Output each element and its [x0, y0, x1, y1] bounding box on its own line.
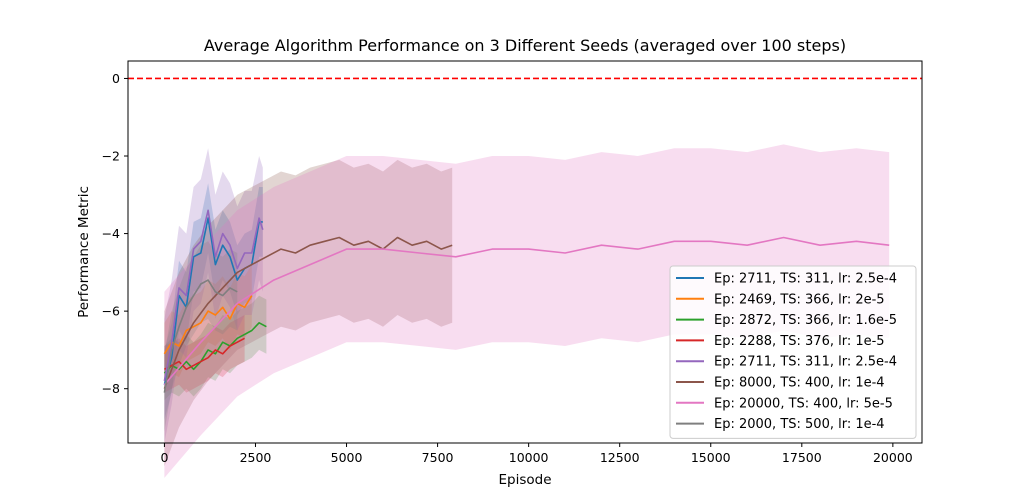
- x-tick-label: 5000: [331, 450, 363, 465]
- series-band-5: [164, 148, 263, 444]
- series-band-4: [164, 315, 245, 393]
- legend-label-3: Ep: 2872, TS: 366, lr: 1.6e-5: [714, 313, 897, 328]
- legend-label-6: Ep: 8000, TS: 400, lr: 1e-4: [714, 376, 885, 391]
- confidence-bands: [164, 144, 890, 478]
- series-line-6: [163, 236, 453, 389]
- legend-label-8: Ep: 2000, TS: 500, lr: 1e-4: [714, 417, 885, 432]
- x-tick-label: 15000: [691, 450, 731, 465]
- y-tick-label: −6: [102, 304, 120, 319]
- legend-label-2: Ep: 2469, TS: 366, lr: 2e-5: [714, 292, 885, 307]
- series-band-1: [164, 183, 263, 420]
- y-axis-label: Performance Metric: [76, 186, 92, 318]
- plot-frame: [127, 60, 923, 444]
- x-tick-label: 2500: [240, 450, 272, 465]
- series-line-8: [163, 279, 238, 393]
- series-band-3: [164, 295, 267, 401]
- series-band-2: [164, 264, 252, 385]
- x-axis-ticks: 0 2500 5000 7500 10000 12500 15000 17500 20000: [160, 443, 913, 465]
- legend: Ep: 2711, TS: 311, lr: 2.5e-4 Ep: 2469, T…: [669, 265, 917, 439]
- y-tick-label: −2: [102, 149, 120, 164]
- y-tick-label: 0: [112, 71, 120, 86]
- series-band-7: [164, 144, 890, 478]
- y-axis-ticks: 0 −2 −4 −6 −8: [102, 71, 128, 396]
- y-tick-label: −8: [102, 381, 120, 396]
- x-tick-label: 10000: [509, 450, 549, 465]
- series-line-5: [163, 209, 264, 382]
- series-band-6: [164, 159, 453, 467]
- series-line-4: [164, 337, 245, 371]
- x-tick-label: 0: [160, 450, 168, 465]
- legend-label-4: Ep: 2288, TS: 376, lr: 1e-5: [714, 334, 885, 349]
- y-tick-label: −4: [102, 226, 120, 241]
- legend-box: [669, 265, 917, 439]
- legend-label-7: Ep: 20000, TS: 400, lr: 5e-5: [714, 396, 893, 411]
- chart-title: Average Algorithm Performance on 3 Diffe…: [204, 36, 846, 55]
- x-tick-label: 7500: [422, 450, 454, 465]
- legend-label-5: Ep: 2711, TS: 311, lr: 2.5e-4: [714, 355, 897, 370]
- x-tick-label: 20000: [873, 450, 913, 465]
- series-line-3: [163, 321, 267, 374]
- x-tick-label: 17500: [782, 450, 822, 465]
- legend-label-1: Ep: 2711, TS: 311, lr: 2.5e-4: [714, 272, 897, 287]
- series-lines: [163, 209, 890, 393]
- series-band-8: [164, 241, 238, 432]
- x-tick-label: 12500: [600, 450, 640, 465]
- x-axis-label: Episode: [498, 472, 551, 488]
- series-line-7: [163, 236, 890, 386]
